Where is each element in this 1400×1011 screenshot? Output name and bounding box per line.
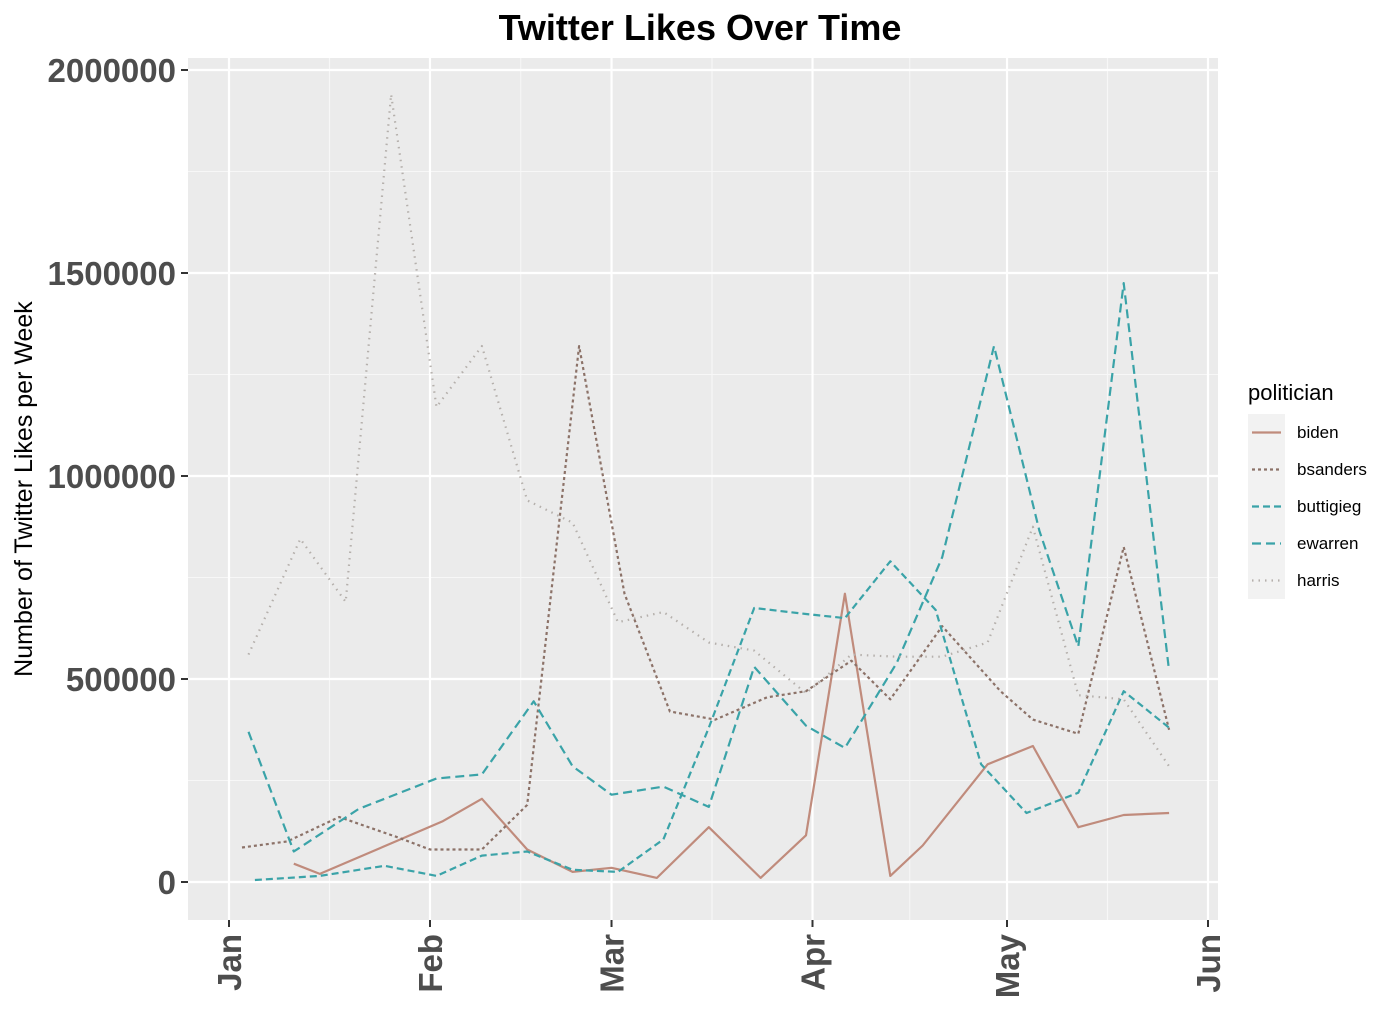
series-line-buttigieg [254,560,1170,882]
series-line-ewarren [247,282,1171,853]
legend-label-biden: biden [1297,423,1339,442]
x-tick-label: Apr [795,934,832,991]
x-tick-label: Jan [211,934,248,991]
y-tick-label: 0 [158,864,176,901]
series-line-harris [247,93,1171,767]
minor-gridlines [188,58,1218,920]
x-axis: Jan Feb Mar Apr May Jun [211,920,1227,998]
y-axis: 0 500000 1000000 1500000 2000000 [48,52,188,901]
series-line-bsanders [241,345,1171,851]
y-tick-label: 1500000 [48,255,176,292]
legend: politician biden bsanders buttigieg ewarren… [1248,380,1367,599]
x-tick-label: Jun [1190,934,1227,993]
x-tick-label: May [989,933,1026,998]
y-axis-label: Number of Twitter Likes per Week [10,301,38,677]
y-tick-label: 500000 [66,661,176,698]
x-tick-label: Feb [412,934,449,993]
legend-label-harris: harris [1297,571,1340,590]
major-gridlines [188,58,1218,920]
series-lines [241,93,1171,882]
legend-label-ewarren: ewarren [1297,534,1358,553]
legend-label-bsanders: bsanders [1297,460,1367,479]
plot-panel [188,58,1218,920]
legend-title: politician [1248,380,1334,405]
series-line-biden [293,592,1170,880]
x-tick-label: Mar [594,934,631,993]
legend-label-buttigieg: buttigieg [1297,497,1361,516]
y-tick-label: 1000000 [48,458,176,495]
y-tick-label: 2000000 [48,52,176,89]
chart-title: Twitter Likes Over Time [499,7,902,48]
